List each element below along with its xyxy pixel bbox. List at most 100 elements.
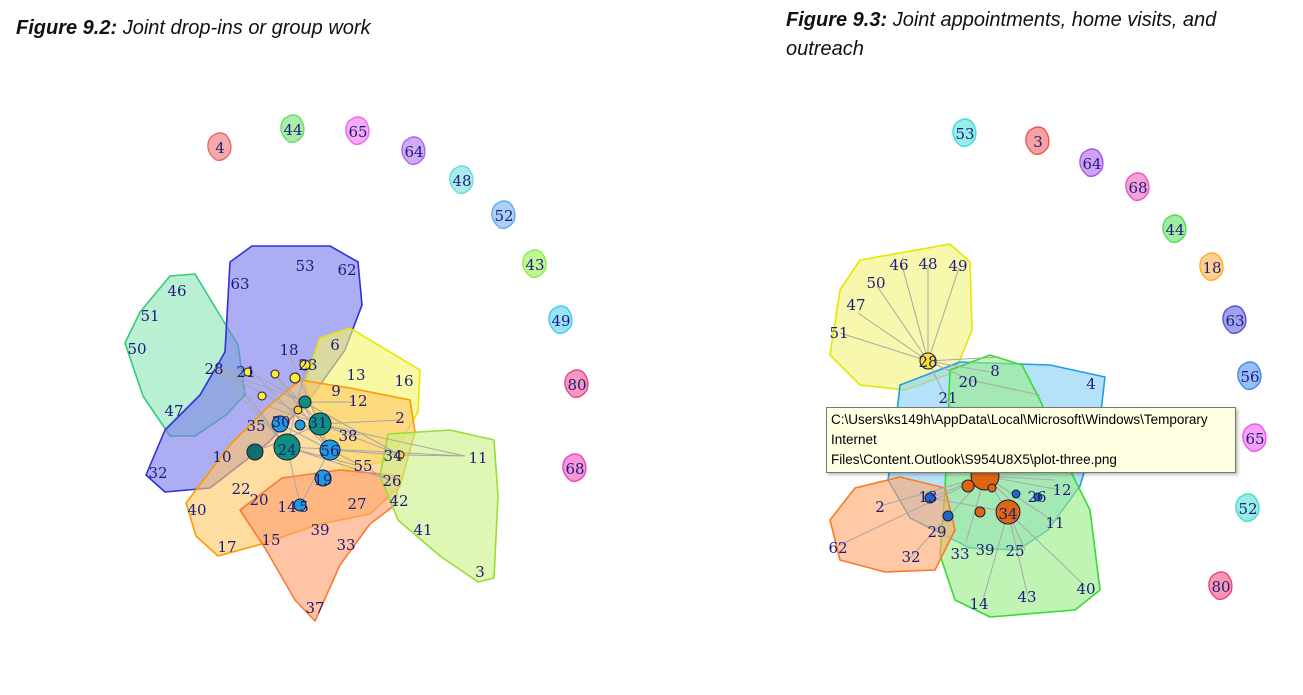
fig92-node [273,433,301,461]
fig92-node [257,391,267,401]
figure-9-2-number: Figure 9.2: [16,17,118,39]
fig92-isolate-node: 44 [280,114,305,144]
fig93-isolate-node: 80 [1208,571,1233,601]
fig93-isolate-label: 68 [1128,179,1147,197]
fig92-isolate-label: 65 [348,123,367,141]
fig92-isolate-node: 48 [449,165,474,195]
fig93-node-label: 8 [990,362,1000,380]
fig92-edge [329,449,391,481]
fig92-isolate-node: 64 [401,136,426,166]
fig93-edge [837,475,986,547]
fig93-node [995,499,1021,525]
fig93-group-hull [829,476,956,573]
fig92-node [293,405,303,415]
fig92-node-label: 41 [413,521,432,539]
fig93-node-label: 12 [1052,481,1071,499]
fig92-edge [213,367,288,448]
fig93-edge [901,264,929,362]
fig92-isolate-node: 68 [562,453,587,483]
fig93-node-label: 49 [948,257,967,275]
fig92-isolate-label: 80 [567,376,586,394]
fig92-node [299,359,311,371]
fig92-node-label: 22 [231,480,250,498]
fig92-node-label: 53 [295,257,314,275]
fig92-node-label: 15 [261,531,280,549]
fig92-node-label: 55 [353,457,372,475]
fig92-node-label: 42 [389,492,408,510]
fig93-node [1011,489,1021,499]
fig92-node-label: 31 [308,414,327,432]
fig92-edge [229,371,288,448]
fig93-isolate-label: 63 [1225,312,1244,330]
fig92-node-label: 27 [347,495,366,513]
fig93-node-label: 21 [938,389,957,407]
fig93-isolate-node: 56 [1237,361,1262,391]
fig92-isolate-label: 52 [494,207,513,225]
fig92-node [298,395,312,409]
figure-9-3-title: Joint appointments, home visits, and out… [786,9,1217,60]
figure-9-2-title: Joint drop-ins or group work [117,17,371,39]
fig92-node [294,419,306,431]
fig93-node-label: 11 [1045,514,1064,532]
fig92-node-label: 50 [127,340,146,358]
fig93-isolate-node: 3 [1025,126,1050,156]
fig92-group-hull [379,429,499,583]
fig93-node-label: 46 [889,256,908,274]
fig92-node-label: 17 [217,538,236,556]
fig93-node-label: 13 [918,488,937,506]
file-path-tooltip: C:\Users\ks149h\AppData\Local\Microsoft\… [826,407,1236,473]
fig92-node-label: 62 [337,261,356,279]
fig93-isolate-node: 18 [1199,252,1224,282]
figure-9-3-caption: Figure 9.3: Joint appointments, home vis… [786,6,1256,64]
fig93-isolate-label: 64 [1082,155,1101,173]
fig92-isolate-label: 4 [215,139,225,157]
fig92-node-label: 11 [468,449,487,467]
fig93-isolate-node: 65 [1242,423,1267,453]
figure-9-2-nodes [243,359,405,512]
fig92-node-label: 37 [305,599,324,617]
fig93-edge [1007,511,1086,587]
fig93-node [919,352,937,370]
fig92-edge [286,446,466,457]
figure-9-3-isolates: 53 3 64 68 44 18 63 56 65 52 80 [952,118,1267,601]
fig92-isolate-node: 49 [548,305,573,335]
fig93-node [924,492,936,504]
fig92-node [271,415,289,433]
fig92-node [293,498,307,512]
fig92-isolate-node: 4 [207,132,232,162]
fig93-node-label: 34 [998,505,1017,523]
fig92-node-label: 20 [249,491,268,509]
fig92-node-label: 14 [277,498,296,516]
fig93-isolate-node: 52 [1235,493,1260,523]
fig93-node-label: 50 [866,274,885,292]
fig93-edge [927,267,960,362]
fig93-node-label: 51 [829,324,848,342]
fig92-node-label: 38 [338,427,357,445]
fig92-node [314,469,332,487]
fig93-isolate-label: 53 [955,125,974,143]
fig92-node-label: 18 [279,341,298,359]
fig93-node-label: 25 [1005,542,1024,560]
fig92-node-label: 6 [330,336,340,354]
figure-9-3-network: 4648495047512820218411221326116232293339… [828,118,1267,618]
fig92-node-label: 39 [310,521,329,539]
fig92-node-label: 10 [212,448,231,466]
fig92-node-label: 28 [204,360,223,378]
fig93-node-label: 29 [927,523,946,541]
fig93-node [961,479,975,493]
fig93-group-hull [829,243,973,391]
fig92-node-label: 26 [382,472,401,490]
fig92-node-label: 19 [313,471,332,489]
fig93-isolate-node: 53 [952,118,977,148]
fig93-node-label: 2 [875,498,885,516]
fig93-node-label: 33 [950,545,969,563]
fig92-node-label: 21 [236,363,255,381]
fig92-node-label: 46 [167,282,186,300]
fig92-node [246,443,264,461]
fig93-edge [927,356,1001,362]
fig93-node [942,510,954,522]
fig93-isolate-label: 18 [1202,259,1221,277]
fig92-edge [213,367,306,403]
fig93-node [987,483,997,493]
